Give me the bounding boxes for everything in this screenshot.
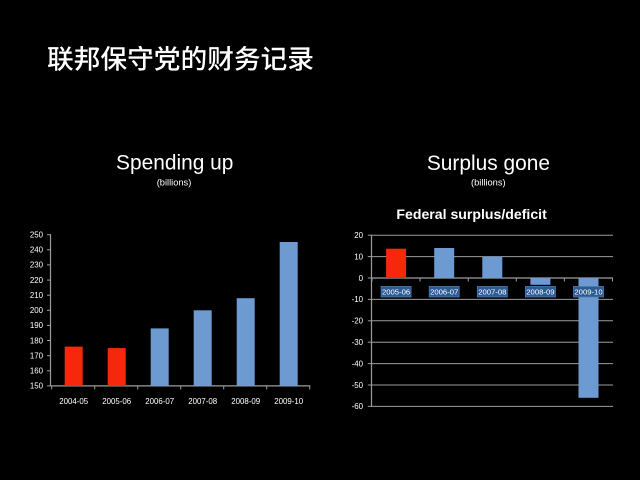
svg-text:250: 250 <box>30 231 44 240</box>
svg-text:150: 150 <box>30 382 44 391</box>
svg-text:200: 200 <box>30 306 44 315</box>
svg-text:220: 220 <box>30 276 44 285</box>
svg-text:240: 240 <box>30 246 44 255</box>
svg-text:-20: -20 <box>352 317 364 326</box>
svg-text:190: 190 <box>30 321 44 330</box>
svg-text:160: 160 <box>30 367 44 376</box>
svg-text:2006-07: 2006-07 <box>430 288 458 297</box>
svg-text:210: 210 <box>30 291 44 300</box>
svg-text:2004-05: 2004-05 <box>59 397 89 406</box>
svg-text:2009-10: 2009-10 <box>574 288 602 297</box>
svg-text:Federal surplus/deficit: Federal surplus/deficit <box>396 206 547 222</box>
svg-text:2008-09: 2008-09 <box>526 288 554 297</box>
svg-text:2005-06: 2005-06 <box>102 397 132 406</box>
svg-text:230: 230 <box>30 261 44 270</box>
svg-text:-30: -30 <box>352 338 364 347</box>
svg-text:180: 180 <box>30 336 44 345</box>
svg-text:2008-09: 2008-09 <box>231 397 261 406</box>
svg-text:-10: -10 <box>352 295 364 304</box>
svg-text:-50: -50 <box>352 381 364 390</box>
svg-text:20: 20 <box>354 231 363 240</box>
svg-text:0: 0 <box>359 274 364 283</box>
svg-text:(billions): (billions) <box>471 178 506 188</box>
svg-text:2005-06: 2005-06 <box>382 288 410 297</box>
svg-text:(billions): (billions) <box>157 178 192 188</box>
svg-text:Spending up: Spending up <box>116 151 233 174</box>
svg-text:2007-08: 2007-08 <box>478 288 506 297</box>
svg-text:Surplus gone: Surplus gone <box>427 152 550 175</box>
svg-text:2009-10: 2009-10 <box>274 397 304 406</box>
svg-text:2006-07: 2006-07 <box>145 397 174 406</box>
svg-text:2007-08: 2007-08 <box>188 397 218 406</box>
svg-text:-60: -60 <box>352 402 364 411</box>
svg-text:10: 10 <box>354 252 363 261</box>
svg-text:170: 170 <box>30 352 44 361</box>
svg-text:-40: -40 <box>352 359 364 368</box>
